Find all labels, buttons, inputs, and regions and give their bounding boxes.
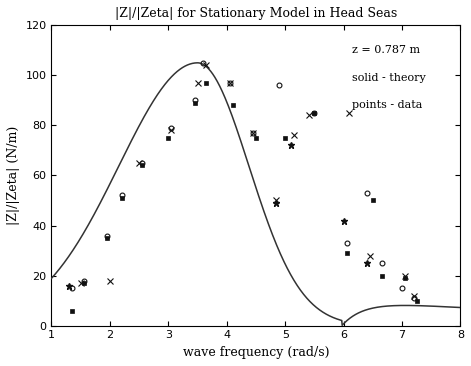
Text: z = 0.787 m: z = 0.787 m xyxy=(352,45,421,55)
Text: solid - theory: solid - theory xyxy=(352,73,426,83)
Text: points - data: points - data xyxy=(352,100,423,111)
X-axis label: wave frequency (rad/s): wave frequency (rad/s) xyxy=(183,346,329,359)
Y-axis label: |Z|/|Zeta| (N/m): |Z|/|Zeta| (N/m) xyxy=(7,126,20,225)
Title: |Z|/|Zeta| for Stationary Model in Head Seas: |Z|/|Zeta| for Stationary Model in Head … xyxy=(115,7,397,20)
